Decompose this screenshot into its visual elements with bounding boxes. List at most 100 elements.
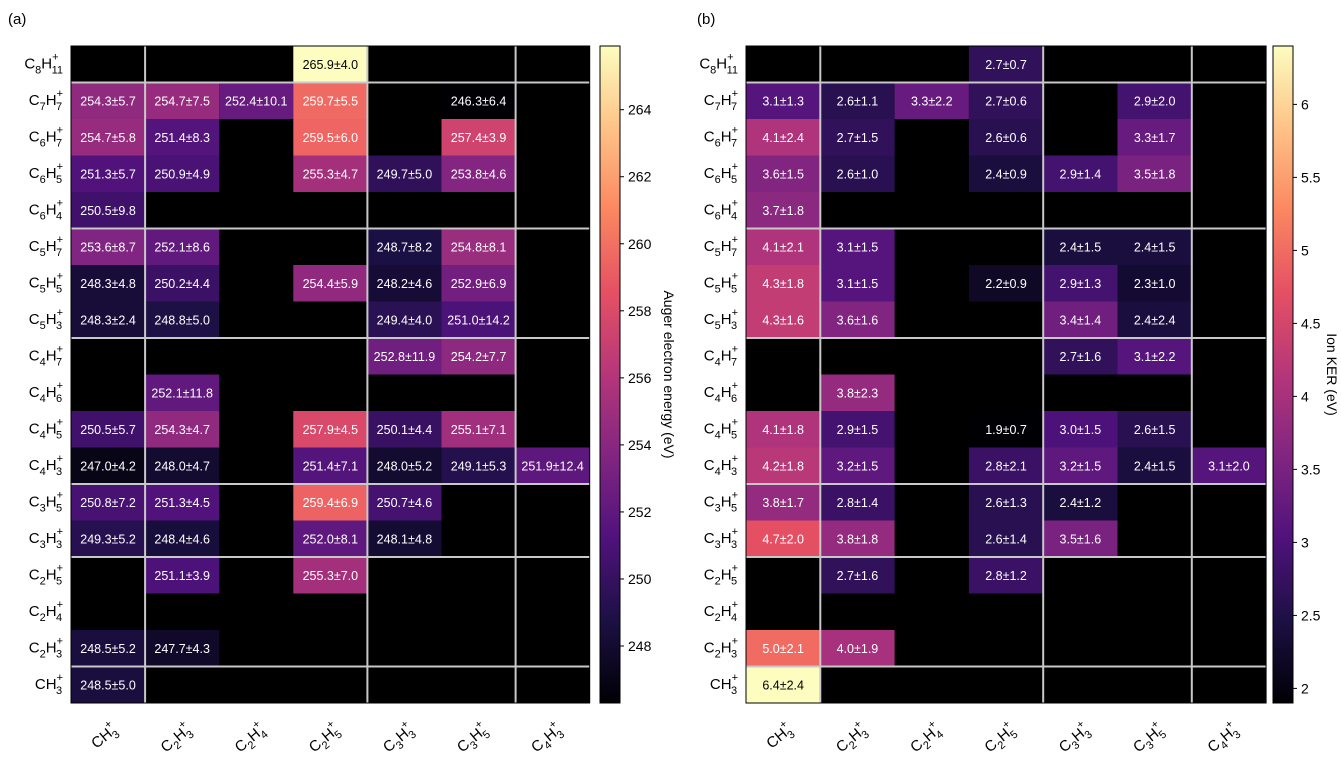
colorbar-tick-label: 258 <box>628 303 652 319</box>
cell-value-label: 3.6±1.6 <box>837 313 879 327</box>
panel-tag: (b) <box>697 11 715 28</box>
column-label: C4H+3 <box>525 718 567 759</box>
cell-value-label: 252.8±11.9 <box>374 350 436 364</box>
heatmap-cell <box>820 411 895 448</box>
cell-value-label: 2.8±1.2 <box>985 569 1027 583</box>
row-label: C6H+ 5 <box>29 161 63 186</box>
row-label: C5H+ 3 <box>29 307 63 332</box>
heatmap-cell <box>145 155 220 192</box>
heatmap-cell <box>746 82 821 119</box>
cell-value-label: 251.1±3.9 <box>154 569 210 583</box>
colorbar-tick-label: 252 <box>628 504 652 520</box>
colorbar-tick-label: 4 <box>1301 388 1309 404</box>
heatmap-cell <box>1191 447 1267 484</box>
heatmap-cell <box>293 411 368 448</box>
heatmap-cell <box>746 301 821 338</box>
column-label: C2H+3 <box>830 718 872 759</box>
heatmap-cell <box>71 119 146 156</box>
cell-value-label: 2.6±1.1 <box>837 94 879 108</box>
colorbar-tick-label: 256 <box>628 370 652 386</box>
cell-value-label: 4.1±2.4 <box>762 131 804 145</box>
heatmap-cell <box>746 228 821 265</box>
heatmap-cell <box>71 411 146 448</box>
heatmap-cell <box>145 374 220 411</box>
cell-value-label: 248.5±5.0 <box>80 678 136 692</box>
cell-value-label: 2.6±1.3 <box>985 496 1027 510</box>
row-label: C4H+ 5 <box>29 416 63 441</box>
cell-value-label: 254.2±7.7 <box>451 350 507 364</box>
heatmap-cell <box>145 82 220 119</box>
heatmap-cell <box>71 666 146 703</box>
colorbar-tick-label: 6 <box>1301 96 1309 112</box>
column-label: C3H+3 <box>377 718 419 759</box>
cell-value-label: 4.7±2.0 <box>762 532 804 546</box>
cell-value-label: 2.7±0.6 <box>985 94 1027 108</box>
colorbar-tick-label: 3.5 <box>1301 461 1321 477</box>
heatmap-cell <box>71 520 146 557</box>
row-label: C2H+ 4 <box>29 599 63 624</box>
cell-value-label: 6.4±2.4 <box>762 678 804 692</box>
cell-value-label: 3.8±2.3 <box>837 386 879 400</box>
heatmap-cell <box>746 119 821 156</box>
cell-value-label: 254.4±5.9 <box>303 277 359 291</box>
heatmap-cell <box>367 338 442 375</box>
cell-value-label: 248.8±5.0 <box>154 313 210 327</box>
cell-value-label: 2.6±1.0 <box>837 167 879 181</box>
heatmap-cell <box>820 119 895 156</box>
row-label: C7H+ 7 <box>29 88 63 113</box>
cell-value-label: 265.9±4.0 <box>303 58 359 72</box>
cell-value-label: 250.7±4.6 <box>377 496 433 510</box>
heatmap-cell <box>293 155 368 192</box>
row-label: C5H+ 7 <box>704 234 738 259</box>
colorbar-tick-label: 2.5 <box>1301 607 1321 623</box>
panel-b: (b) 2.7±0.7 3.1±1.3 2.6±1.1 3.3±2.2 2.7±0.6 2.… <box>697 11 1340 759</box>
row-label: C5H+ 5 <box>704 270 738 295</box>
cell-value-label: 250.5±5.7 <box>80 423 136 437</box>
heatmap-cell <box>746 155 821 192</box>
row-label: C3H+ 5 <box>29 489 63 514</box>
cell-value-label: 250.8±7.2 <box>80 496 136 510</box>
heatmap-cell <box>746 666 821 703</box>
heatmap-cell <box>1117 265 1192 302</box>
heatmap-cell <box>1117 228 1192 265</box>
heatmap-cell <box>145 630 220 667</box>
heatmap-cell <box>746 630 821 667</box>
cell-value-label: 2.4±1.2 <box>1060 496 1102 510</box>
column-label: C2H+5 <box>979 718 1021 759</box>
panel-a: (a) 265.9±4.0 254.3±5.7 254.7±7.5 252.4±10.1… <box>8 11 677 759</box>
column-label: C2H+5 <box>303 718 345 759</box>
row-label: C2H+ 3 <box>29 635 63 660</box>
heatmap-cell <box>71 82 146 119</box>
cell-value-label: 2.7±1.5 <box>837 131 879 145</box>
column-label: C3H+3 <box>1053 718 1095 759</box>
cell-value-label: 2.3±1.0 <box>1134 277 1176 291</box>
cell-value-label: 3.1±2.0 <box>1208 459 1250 473</box>
heatmap-cell <box>441 338 516 375</box>
heatmap-cell <box>293 119 368 156</box>
heatmap-cell <box>1043 228 1118 265</box>
row-label: C6H+ 4 <box>704 197 738 222</box>
column-label: C2H+3 <box>155 718 197 759</box>
cell-value-label: 253.6±8.7 <box>80 240 136 254</box>
heatmap-cell <box>145 520 220 557</box>
cell-value-label: 2.7±0.7 <box>985 58 1027 72</box>
cell-value-label: 259.4±6.9 <box>303 496 359 510</box>
cell-value-label: 3.0±1.5 <box>1060 423 1102 437</box>
cell-value-label: 249.7±5.0 <box>377 167 433 181</box>
row-label: C3H+ 3 <box>29 526 63 551</box>
heatmap-cell <box>1117 82 1192 119</box>
cell-value-label: 2.6±1.5 <box>1134 423 1176 437</box>
cell-value-label: 252.0±8.1 <box>303 532 359 546</box>
cell-value-label: 255.3±7.0 <box>303 569 359 583</box>
heatmap-cell <box>1043 447 1118 484</box>
cell-value-label: 249.3±5.2 <box>80 532 136 546</box>
cell-value-label: 2.4±0.9 <box>985 167 1027 181</box>
heatmap-cell <box>968 265 1044 302</box>
heatmap-cell <box>820 155 895 192</box>
cell-value-label: 248.3±4.8 <box>80 277 136 291</box>
cell-value-label: 2.6±1.4 <box>985 532 1027 546</box>
cell-value-label: 3.1±1.5 <box>837 277 879 291</box>
heatmap-cell <box>367 228 442 265</box>
column-label: C3H+5 <box>1127 718 1169 759</box>
